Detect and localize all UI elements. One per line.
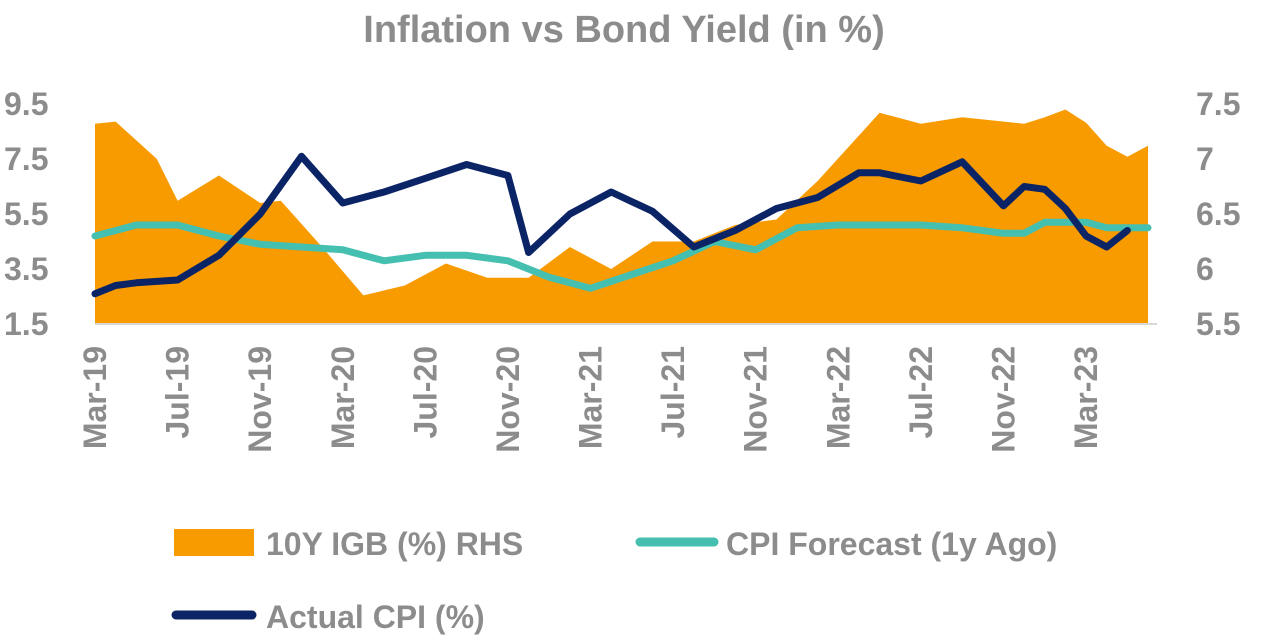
x-tick-label: Mar-21: [573, 346, 609, 449]
x-tick-label: Mar-19: [77, 346, 113, 449]
series-area-igb: [95, 109, 1148, 324]
x-tick-label: Nov-19: [242, 346, 278, 453]
legend: 10Y IGB (%) RHS CPI Forecast (1y Ago) Ac…: [171, 526, 1057, 635]
x-tick-label: Nov-21: [738, 346, 774, 453]
y-right-tick-label: 7.5: [1196, 86, 1240, 122]
y-left-tick-label: 3.5: [4, 251, 48, 287]
x-tick-label: Nov-20: [490, 346, 526, 453]
x-tick-label: Jul-21: [655, 346, 691, 438]
y-right-tick-label: 6: [1196, 251, 1214, 287]
x-tick-label: Nov-22: [986, 346, 1022, 453]
y-right-tick-label: 5.5: [1196, 306, 1240, 342]
x-tick-label: Mar-23: [1068, 346, 1104, 449]
legend-label-igb: 10Y IGB (%) RHS: [266, 526, 523, 562]
legend-swatch-igb: [174, 529, 254, 556]
x-tick-label: Jul-19: [160, 346, 196, 438]
x-tick-label: Mar-20: [325, 346, 361, 449]
x-tick-label: Mar-22: [820, 346, 856, 449]
left-axis-ticks: 1.5 3.5 5.5 7.5 9.5: [4, 86, 48, 342]
legend-label-actual: Actual CPI (%): [266, 599, 485, 635]
series-line-cpi-forecast: [91, 218, 1152, 292]
legend-label-forecast: CPI Forecast (1y Ago): [726, 526, 1057, 562]
y-right-tick-label: 7: [1196, 141, 1214, 177]
right-axis-ticks: 5.5 6 6.5 7 7.5: [1196, 86, 1240, 342]
igb-area-group: [95, 109, 1148, 324]
y-left-tick-label: 7.5: [4, 141, 48, 177]
chart-title: Inflation vs Bond Yield (in %): [363, 9, 884, 51]
y-right-tick-label: 6.5: [1196, 196, 1240, 232]
y-left-tick-label: 5.5: [4, 196, 48, 232]
cpi-lines-group: [91, 152, 1152, 298]
x-tick-label: Jul-20: [407, 346, 443, 438]
x-axis-ticks: Mar-19 Jul-19 Nov-19 Mar-20 Jul-20 Nov-20 Mar-…: [77, 346, 1104, 453]
series-line-actual-cpi: [91, 152, 1131, 298]
y-left-tick-label: 1.5: [4, 306, 48, 342]
y-left-tick-label: 9.5: [4, 86, 48, 122]
x-tick-label: Jul-22: [903, 346, 939, 438]
